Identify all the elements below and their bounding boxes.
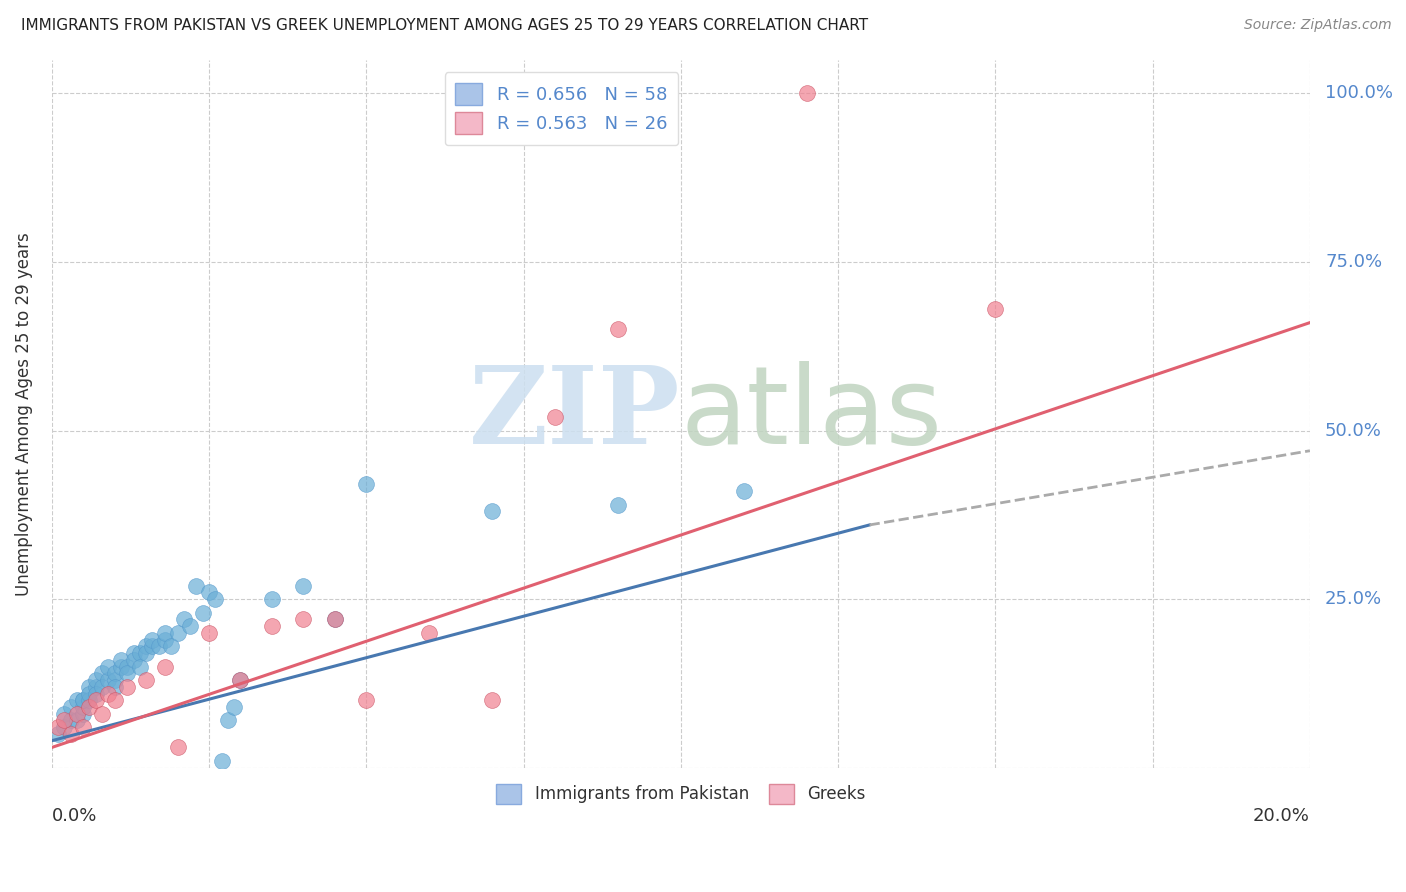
Point bbox=[292, 612, 315, 626]
Text: 0.0%: 0.0% bbox=[52, 806, 97, 824]
Point bbox=[110, 653, 132, 667]
Point bbox=[173, 612, 195, 626]
Point bbox=[104, 666, 127, 681]
Text: ZIP: ZIP bbox=[470, 360, 681, 467]
Point bbox=[733, 484, 755, 499]
Point bbox=[97, 673, 120, 687]
Point bbox=[115, 680, 138, 694]
Point bbox=[148, 640, 170, 654]
Point bbox=[179, 619, 201, 633]
Point bbox=[544, 410, 567, 425]
Point bbox=[153, 632, 176, 647]
Point bbox=[229, 673, 252, 687]
Point bbox=[84, 673, 107, 687]
Point bbox=[217, 714, 239, 728]
Point bbox=[104, 680, 127, 694]
Point bbox=[79, 693, 101, 707]
Point bbox=[198, 585, 221, 599]
Point bbox=[141, 632, 163, 647]
Point bbox=[72, 706, 94, 721]
Point bbox=[66, 693, 89, 707]
Point bbox=[97, 659, 120, 673]
Point bbox=[356, 693, 378, 707]
Point bbox=[46, 720, 69, 734]
Point bbox=[323, 612, 346, 626]
Point bbox=[115, 659, 138, 673]
Point bbox=[53, 706, 76, 721]
Point bbox=[128, 659, 150, 673]
Point bbox=[229, 673, 252, 687]
Point bbox=[323, 612, 346, 626]
Point bbox=[59, 714, 82, 728]
Point bbox=[141, 640, 163, 654]
Point bbox=[191, 606, 214, 620]
Text: 50.0%: 50.0% bbox=[1324, 422, 1382, 440]
Point bbox=[84, 693, 107, 707]
Point bbox=[481, 504, 503, 518]
Point bbox=[91, 706, 114, 721]
Point bbox=[91, 666, 114, 681]
Point bbox=[91, 680, 114, 694]
Point bbox=[72, 693, 94, 707]
Point bbox=[104, 693, 127, 707]
Point bbox=[796, 87, 818, 101]
Point bbox=[59, 700, 82, 714]
Point bbox=[135, 640, 157, 654]
Point bbox=[115, 666, 138, 681]
Point bbox=[72, 720, 94, 734]
Point bbox=[292, 579, 315, 593]
Point bbox=[59, 727, 82, 741]
Point bbox=[53, 720, 76, 734]
Point bbox=[186, 579, 208, 593]
Point bbox=[97, 686, 120, 700]
Point bbox=[122, 653, 145, 667]
Point bbox=[984, 302, 1007, 317]
Point bbox=[198, 625, 221, 640]
Point bbox=[166, 740, 188, 755]
Point bbox=[211, 754, 233, 768]
Point bbox=[135, 673, 157, 687]
Point bbox=[72, 693, 94, 707]
Text: IMMIGRANTS FROM PAKISTAN VS GREEK UNEMPLOYMENT AMONG AGES 25 TO 29 YEARS CORRELA: IMMIGRANTS FROM PAKISTAN VS GREEK UNEMPL… bbox=[21, 18, 869, 33]
Y-axis label: Unemployment Among Ages 25 to 29 years: Unemployment Among Ages 25 to 29 years bbox=[15, 232, 32, 596]
Point bbox=[110, 659, 132, 673]
Point bbox=[204, 592, 226, 607]
Point bbox=[606, 498, 628, 512]
Point bbox=[128, 646, 150, 660]
Point bbox=[84, 686, 107, 700]
Point bbox=[84, 680, 107, 694]
Text: 25.0%: 25.0% bbox=[1324, 591, 1382, 608]
Point bbox=[66, 706, 89, 721]
Text: 100.0%: 100.0% bbox=[1324, 85, 1393, 103]
Point bbox=[224, 700, 246, 714]
Text: atlas: atlas bbox=[681, 360, 943, 467]
Point bbox=[79, 686, 101, 700]
Text: 75.0%: 75.0% bbox=[1324, 253, 1382, 271]
Point bbox=[79, 700, 101, 714]
Point bbox=[260, 592, 283, 607]
Point bbox=[606, 322, 628, 336]
Legend: Immigrants from Pakistan, Greeks: Immigrants from Pakistan, Greeks bbox=[488, 775, 873, 813]
Point bbox=[46, 727, 69, 741]
Text: Source: ZipAtlas.com: Source: ZipAtlas.com bbox=[1244, 18, 1392, 32]
Point bbox=[135, 646, 157, 660]
Text: 20.0%: 20.0% bbox=[1253, 806, 1310, 824]
Point bbox=[481, 693, 503, 707]
Point bbox=[418, 625, 440, 640]
Point bbox=[53, 714, 76, 728]
Point bbox=[72, 700, 94, 714]
Point bbox=[66, 714, 89, 728]
Point bbox=[153, 625, 176, 640]
Point bbox=[79, 680, 101, 694]
Point bbox=[160, 640, 183, 654]
Point bbox=[356, 477, 378, 491]
Point bbox=[260, 619, 283, 633]
Point bbox=[153, 659, 176, 673]
Point bbox=[166, 625, 188, 640]
Point bbox=[104, 673, 127, 687]
Point bbox=[122, 646, 145, 660]
